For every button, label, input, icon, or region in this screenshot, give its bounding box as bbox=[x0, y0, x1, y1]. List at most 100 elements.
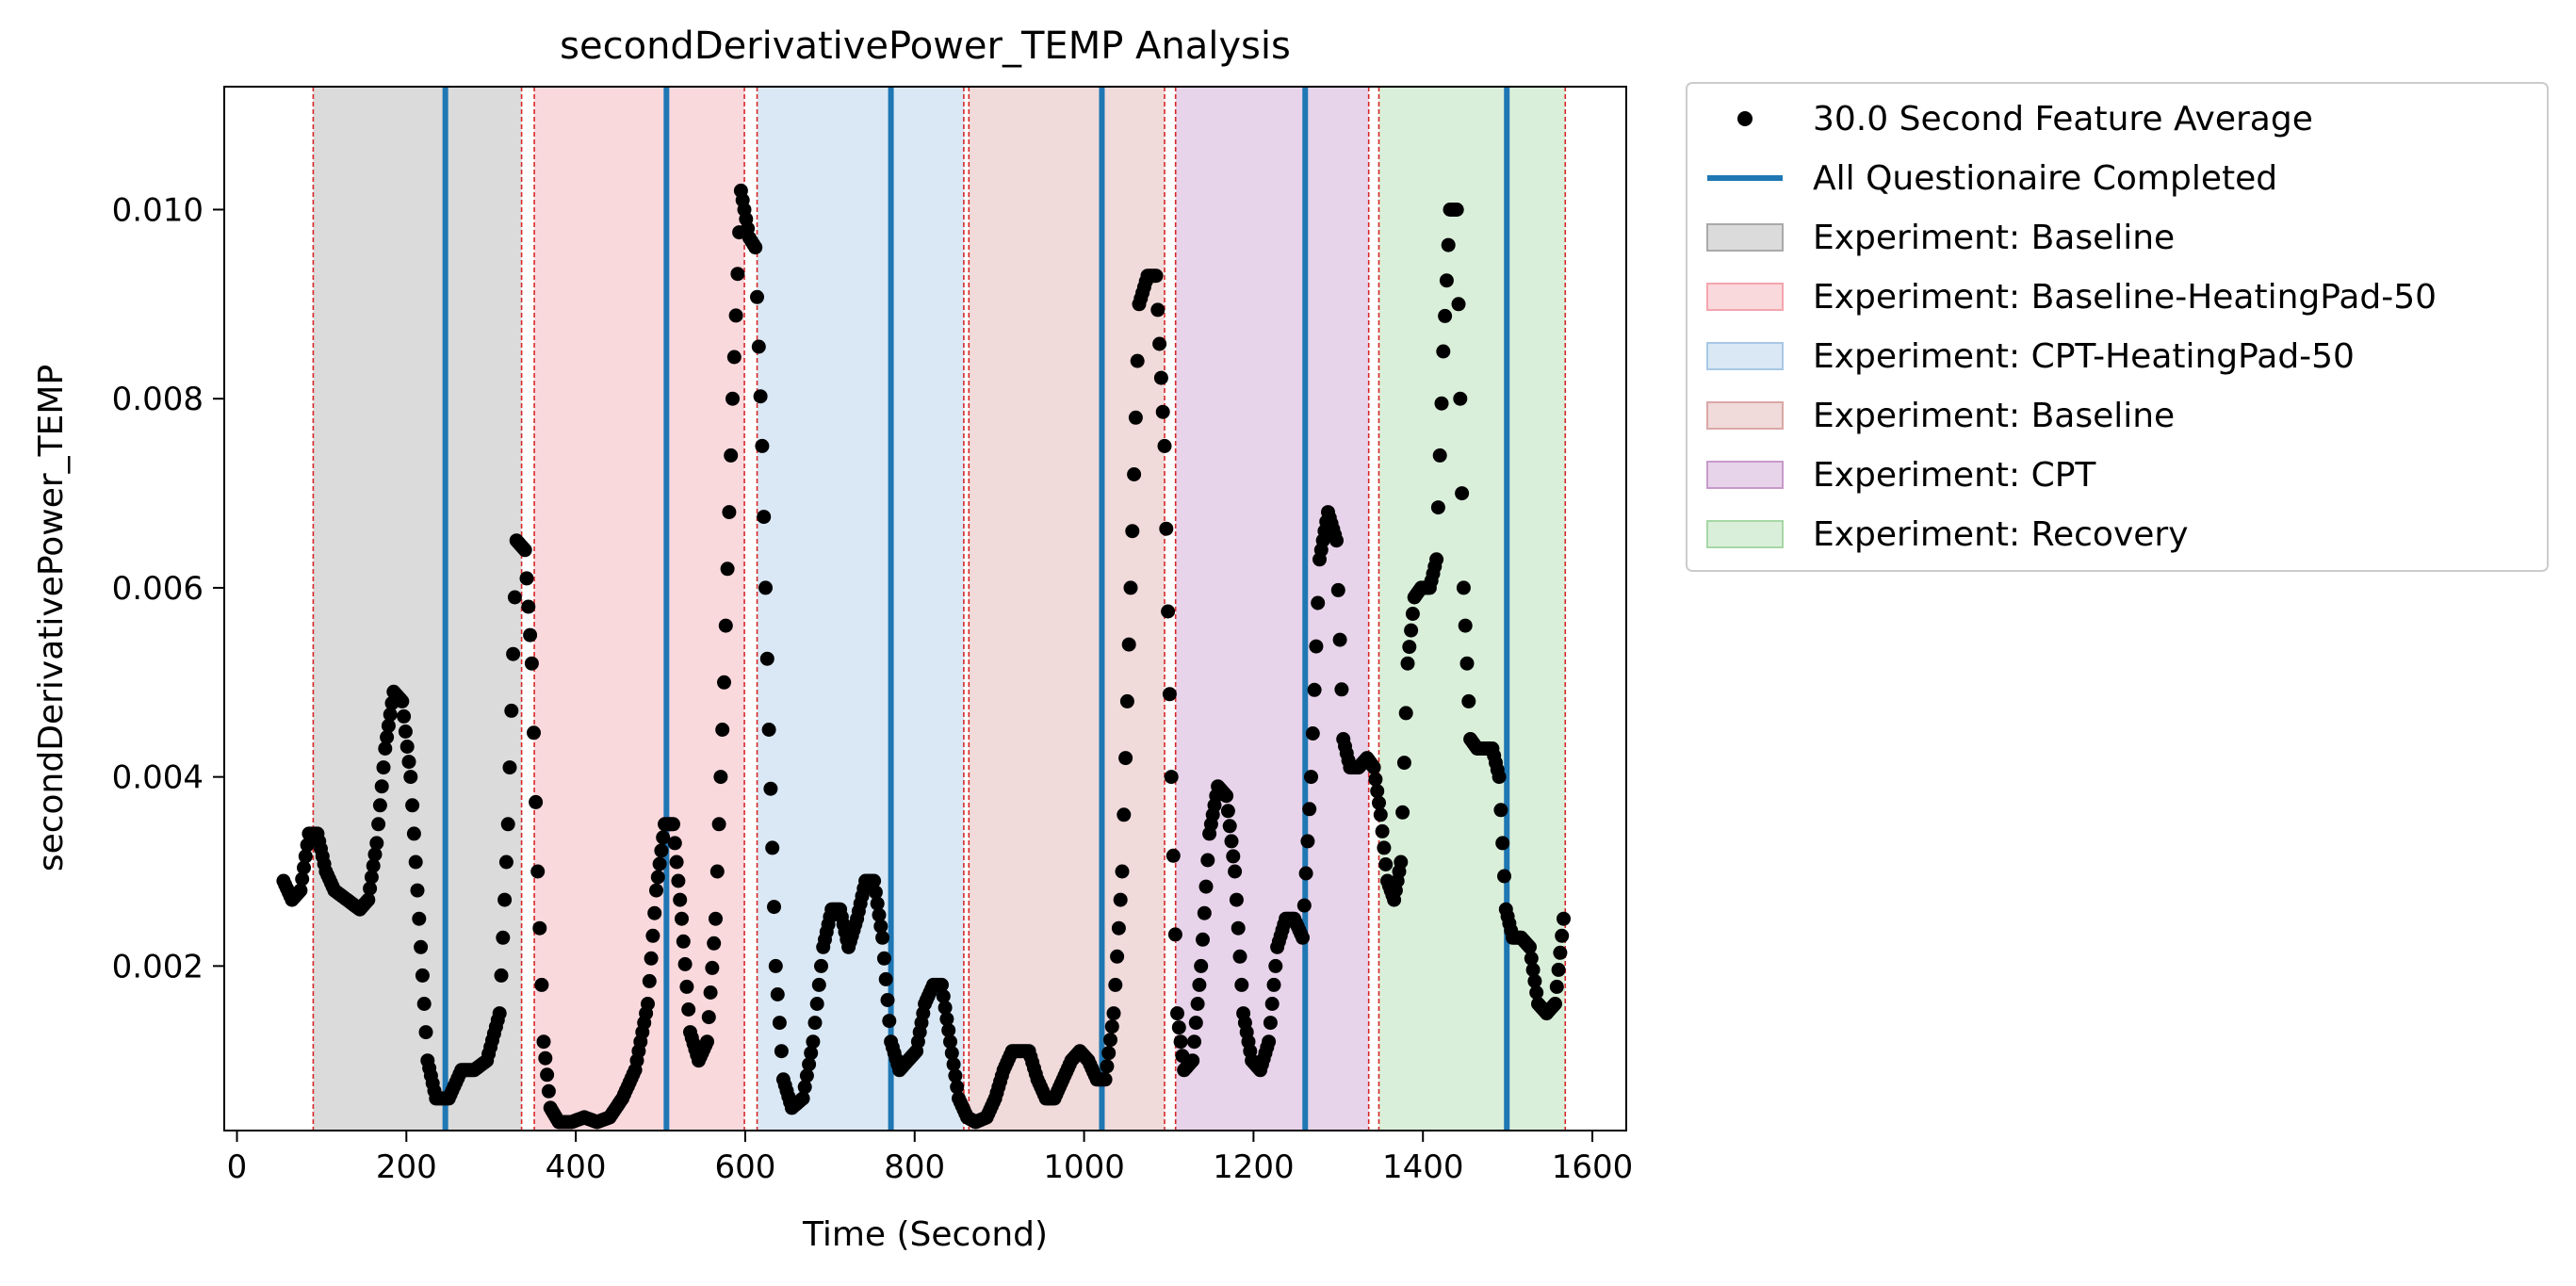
data-point-609 bbox=[1329, 533, 1344, 548]
x-tick-label-0: 0 bbox=[227, 1148, 248, 1186]
phase-regions bbox=[313, 87, 1566, 1131]
data-point-339 bbox=[870, 896, 885, 911]
data-point-590 bbox=[1296, 898, 1312, 913]
legend-swatch-6 bbox=[1706, 461, 1784, 489]
data-point-283 bbox=[770, 987, 785, 1001]
data-point-345 bbox=[880, 993, 895, 1007]
x-tick-label-2: 400 bbox=[546, 1148, 607, 1186]
data-point-529 bbox=[1194, 958, 1209, 973]
data-point-150 bbox=[538, 1050, 553, 1066]
data-point-222 bbox=[666, 817, 680, 832]
data-point-10 bbox=[293, 883, 308, 898]
data-point-279 bbox=[763, 781, 778, 796]
data-point-60 bbox=[380, 730, 395, 744]
data-point-302 bbox=[806, 1034, 821, 1050]
data-point-511 bbox=[1162, 687, 1177, 702]
data-point-224 bbox=[669, 855, 684, 870]
data-point-251 bbox=[715, 723, 730, 737]
data-point-485 bbox=[1118, 751, 1133, 766]
data-point-151 bbox=[540, 1067, 555, 1083]
data-point-298 bbox=[797, 1080, 812, 1095]
data-point-480 bbox=[1110, 949, 1125, 964]
data-point-478 bbox=[1106, 1006, 1121, 1021]
legend-label-5: Experiment: Baseline bbox=[1813, 397, 2175, 435]
data-point-54 bbox=[369, 836, 384, 851]
data-point-682 bbox=[1453, 391, 1468, 406]
data-point-487 bbox=[1121, 637, 1136, 652]
data-point-650 bbox=[1398, 706, 1413, 721]
data-point-338 bbox=[868, 885, 883, 900]
x-tick-label-5: 1000 bbox=[1043, 1148, 1125, 1186]
data-point-533 bbox=[1200, 853, 1215, 868]
data-point-738 bbox=[1548, 997, 1562, 1011]
data-point-246 bbox=[707, 936, 722, 951]
phase-boundaries bbox=[312, 87, 1567, 1131]
data-point-726 bbox=[1527, 973, 1542, 988]
data-point-634 bbox=[1372, 795, 1386, 810]
phase-region-5 bbox=[1175, 87, 1369, 1131]
data-point-300 bbox=[802, 1057, 817, 1072]
data-point-213 bbox=[650, 870, 665, 885]
data-point-231 bbox=[681, 1002, 696, 1017]
data-point-632 bbox=[1368, 772, 1383, 787]
data-point-589 bbox=[1296, 930, 1310, 945]
data-point-257 bbox=[726, 391, 740, 406]
data-point-275 bbox=[757, 510, 772, 525]
data-point-594 bbox=[1304, 770, 1318, 785]
data-point-76 bbox=[406, 826, 421, 841]
data-point-280 bbox=[765, 840, 780, 855]
data-point-476 bbox=[1103, 1033, 1117, 1048]
data-point-244 bbox=[703, 985, 718, 1000]
data-point-573 bbox=[1268, 958, 1283, 973]
legend-label-1: All Questionaire Completed bbox=[1813, 159, 2277, 198]
data-point-687 bbox=[1461, 693, 1476, 708]
data-point-248 bbox=[709, 864, 725, 879]
data-point-510 bbox=[1161, 604, 1176, 619]
data-point-133 bbox=[507, 590, 522, 605]
legend-swatch-4 bbox=[1706, 342, 1784, 370]
data-point-570 bbox=[1263, 1016, 1278, 1031]
data-point-479 bbox=[1108, 977, 1123, 992]
data-point-686 bbox=[1459, 656, 1475, 671]
data-point-675 bbox=[1441, 237, 1456, 252]
data-point-683 bbox=[1455, 486, 1470, 501]
data-point-673 bbox=[1438, 308, 1453, 323]
data-point-346 bbox=[882, 1014, 897, 1029]
data-point-591 bbox=[1298, 866, 1313, 881]
data-point-547 bbox=[1224, 834, 1239, 849]
data-point-740 bbox=[1551, 962, 1566, 977]
data-point-297 bbox=[795, 1091, 810, 1106]
data-point-488 bbox=[1123, 580, 1138, 595]
data-point-654 bbox=[1405, 607, 1420, 621]
data-point-708 bbox=[1497, 869, 1511, 884]
data-point-672 bbox=[1436, 344, 1451, 359]
legend-label-7: Experiment: Recovery bbox=[1813, 515, 2189, 554]
data-point-546 bbox=[1222, 819, 1237, 834]
data-point-53 bbox=[367, 847, 383, 862]
data-point-305 bbox=[811, 977, 826, 992]
data-point-74 bbox=[403, 770, 418, 785]
data-point-142 bbox=[523, 627, 538, 643]
legend-swatch-2 bbox=[1706, 223, 1784, 252]
data-point-550 bbox=[1229, 892, 1244, 907]
data-point-490 bbox=[1127, 467, 1142, 481]
data-point-129 bbox=[500, 817, 515, 832]
data-point-228 bbox=[676, 934, 691, 949]
data-point-58 bbox=[376, 760, 391, 775]
data-point-132 bbox=[506, 646, 521, 661]
data-point-260 bbox=[730, 267, 745, 282]
data-point-680 bbox=[1449, 203, 1464, 217]
data-point-139 bbox=[517, 543, 532, 558]
phase-region-4 bbox=[969, 87, 1165, 1131]
y-tick-label-4: 0.010 bbox=[112, 191, 204, 229]
data-point-127 bbox=[497, 892, 513, 907]
data-point-382 bbox=[943, 1034, 957, 1050]
data-point-215 bbox=[654, 843, 669, 858]
data-point-130 bbox=[502, 760, 517, 775]
data-point-337 bbox=[867, 873, 882, 888]
data-point-83 bbox=[418, 1025, 433, 1040]
data-point-271 bbox=[750, 289, 764, 304]
data-point-530 bbox=[1196, 932, 1210, 947]
legend-label-4: Experiment: CPT-HeatingPad-50 bbox=[1813, 337, 2355, 376]
